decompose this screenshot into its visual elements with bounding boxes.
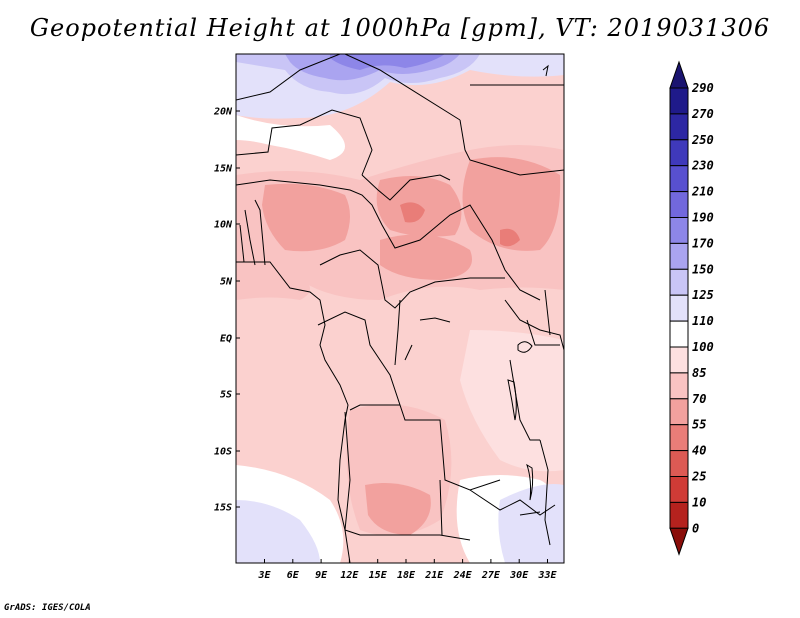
colorbar-label: 270 (691, 107, 714, 121)
colorbar-swatch (670, 88, 688, 114)
colorbar-label: 55 (692, 418, 706, 432)
colorbar-swatch (670, 243, 688, 269)
colorbar-swatch (670, 502, 688, 528)
colorbar-swatch (670, 477, 688, 503)
lon-tick-label: 3E (257, 570, 271, 581)
lon-tick-label: 9E (315, 570, 328, 581)
lon-tick-label: 6E (287, 570, 300, 581)
colorbar-label: 25 (691, 470, 706, 484)
colorbar-bottom-arrow (670, 528, 688, 554)
colorbar-swatch (670, 295, 688, 321)
colorbar-swatch (670, 140, 688, 166)
colorbar-swatch (670, 321, 688, 347)
colorbar-swatch (670, 166, 688, 192)
colorbar-top-arrow (670, 62, 688, 88)
colorbar-swatch (670, 373, 688, 399)
colorbar-label: 190 (692, 211, 714, 225)
colorbar-label: 210 (691, 185, 714, 199)
lat-tick-label: 5S (220, 390, 232, 401)
lat-tick-label: EQ (220, 334, 232, 345)
colorbar-label: 85 (692, 366, 706, 380)
colorbar-label: 150 (692, 262, 714, 276)
height-field (236, 54, 564, 563)
lon-tick-label: 33E (537, 570, 557, 581)
colorbar-swatch (670, 218, 688, 244)
colorbar-label: 125 (692, 288, 714, 302)
colorbar-swatch (670, 347, 688, 373)
lon-tick-label: 15E (369, 570, 388, 581)
colorbar-label: 170 (692, 236, 714, 250)
colorbar-swatch (670, 399, 688, 425)
colorbar: 2902702502302101901701501251101008570554… (670, 62, 714, 554)
lat-tick-label: 15N (214, 164, 233, 175)
map-figure: 20N 15N 10N 5N EQ 5S 10S 15S 3E 6E 9E 12E 15E 18E 21E… (0, 0, 800, 618)
lon-tick-label: 18E (397, 570, 416, 581)
lon-tick-label: 27E (481, 570, 501, 581)
colorbar-label: 100 (692, 340, 714, 354)
colorbar-swatch (670, 269, 688, 295)
colorbar-swatch (670, 451, 688, 477)
lat-tick-label: 5N (220, 277, 233, 288)
lat-tick-label: 10N (214, 220, 233, 231)
colorbar-swatch (670, 192, 688, 218)
colorbar-label: 250 (691, 133, 714, 147)
colorbar-label: 70 (692, 392, 706, 406)
lon-tick-label: 12E (340, 570, 359, 581)
colorbar-swatch (670, 425, 688, 451)
lat-tick-label: 10S (214, 447, 232, 458)
lat-tick-label: 15S (214, 503, 232, 514)
colorbar-label: 230 (691, 159, 714, 173)
colorbar-label: 110 (692, 314, 714, 328)
colorbar-label: 40 (692, 444, 706, 458)
lon-tick-label: 21E (424, 570, 444, 581)
colorbar-swatch (670, 114, 688, 140)
lon-tick-label: 30E (509, 570, 529, 581)
colorbar-label: 290 (691, 81, 714, 95)
colorbar-label: 0 (692, 521, 699, 535)
colorbar-label: 10 (692, 495, 706, 509)
footer-credit: GrADS: IGES/COLA (4, 603, 91, 613)
lat-tick-label: 20N (213, 107, 233, 118)
lon-tick-label: 24E (453, 570, 473, 581)
